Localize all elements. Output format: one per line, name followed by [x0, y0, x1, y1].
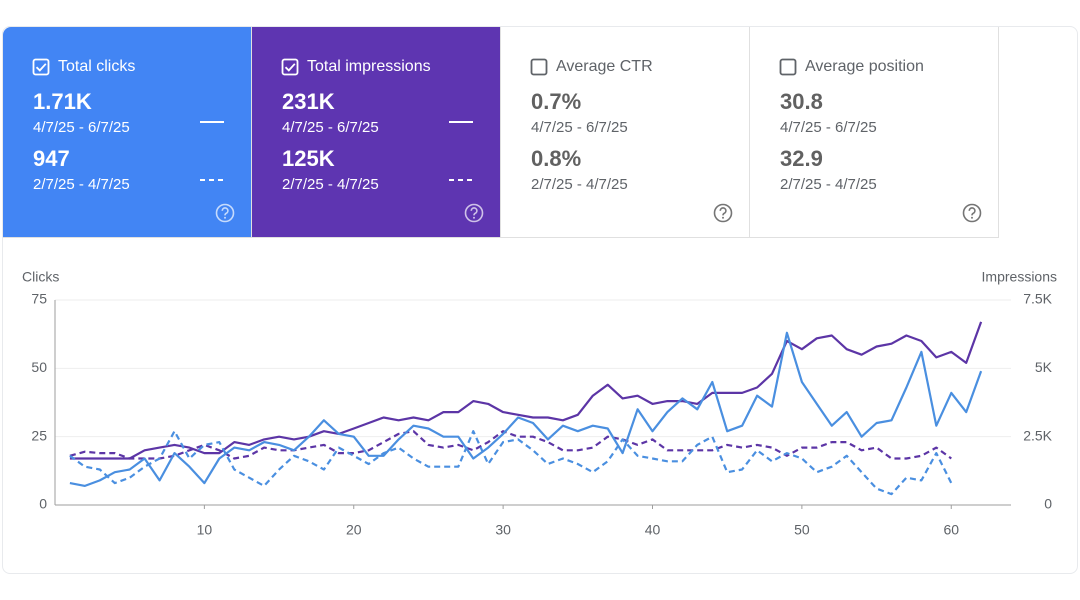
y-tick-label: 0 — [39, 496, 47, 512]
metric-card[interactable]: Average position 30.8 4/7/25 - 6/7/25 32.9 2… — [750, 27, 999, 238]
metric-dates: 2/7/25 - 4/7/25 — [33, 176, 130, 193]
help-icon[interactable] — [463, 202, 485, 224]
metric-label: Average position — [805, 58, 924, 75]
y2-tick-label: 5K — [1035, 359, 1053, 375]
checkbox[interactable] — [779, 58, 797, 76]
checkbox[interactable] — [530, 58, 548, 76]
metric-card[interactable]: Average CTR 0.7% 4/7/25 - 6/7/25 0.8% 2/7/25… — [501, 27, 750, 238]
checkmark — [35, 63, 47, 72]
checkbox-box — [32, 58, 50, 76]
x-tick-label: 30 — [495, 522, 511, 538]
metric-value: 125K — [282, 146, 335, 171]
panel-frame — [2, 26, 1078, 574]
help-circle — [215, 203, 235, 223]
checkmark — [284, 63, 296, 72]
x-tick-label: 40 — [645, 522, 661, 538]
y-axis-title: Clicks — [22, 269, 59, 285]
metric-dates: 2/7/25 - 4/7/25 — [531, 176, 628, 193]
metric-label: Total clicks — [58, 58, 136, 75]
checkbox-box — [779, 58, 797, 76]
y2-tick-label: 0 — [1044, 496, 1052, 512]
y2-tick-label: 7.5K — [1023, 291, 1052, 307]
y-tick-label: 50 — [31, 359, 47, 375]
help-mark — [968, 207, 976, 216]
line-style-icons — [200, 121, 224, 181]
x-tick-label: 50 — [794, 522, 810, 538]
help-mark — [470, 207, 478, 216]
x-tick-label: 60 — [943, 522, 959, 538]
help-dot — [224, 216, 226, 219]
metric-value: 32.9 — [780, 146, 823, 171]
help-icon[interactable] — [214, 202, 236, 224]
help-mark — [221, 207, 229, 216]
solid-line — [69, 331, 983, 487]
metric-dates: 4/7/25 - 6/7/25 — [282, 119, 379, 136]
help-mark — [719, 207, 727, 216]
solid-line — [69, 321, 983, 460]
y-tick-label: 25 — [31, 427, 47, 443]
metric-dates: 2/7/25 - 4/7/25 — [780, 176, 877, 193]
metric-value: 30.8 — [780, 89, 823, 114]
metric-value: 0.7% — [531, 89, 582, 114]
help-icon[interactable] — [712, 202, 734, 224]
metric-value: 0.8% — [531, 146, 582, 171]
metric-dates: 4/7/25 - 6/7/25 — [531, 119, 628, 136]
checkbox-box — [530, 58, 548, 76]
help-circle — [713, 203, 733, 223]
dashed-line — [69, 430, 952, 460]
metric-value: 1.71K — [33, 89, 92, 114]
help-dot — [971, 216, 973, 219]
metric-dates: 4/7/25 - 6/7/25 — [33, 119, 130, 136]
dashed-line — [69, 430, 953, 496]
metric-label: Average CTR — [556, 58, 653, 75]
help-icon[interactable] — [961, 202, 983, 224]
metric-label: Total impressions — [307, 58, 431, 75]
metric-dates: 2/7/25 - 4/7/25 — [282, 176, 379, 193]
metric-card[interactable]: Total clicks 1.71K 4/7/25 - 6/7/25 947 2/7/2… — [3, 27, 252, 238]
help-circle — [464, 203, 484, 223]
metric-value: 231K — [282, 89, 335, 114]
checkbox[interactable] — [32, 58, 50, 76]
help-dot — [473, 216, 475, 219]
metric-dates: 4/7/25 - 6/7/25 — [780, 119, 877, 136]
checkbox-box — [281, 58, 299, 76]
metric-card[interactable]: Total impressions 231K 4/7/25 - 6/7/25 125K… — [252, 27, 501, 238]
x-tick-label: 10 — [197, 522, 213, 538]
checkbox[interactable] — [281, 58, 299, 76]
help-dot — [722, 216, 724, 219]
help-circle — [962, 203, 982, 223]
y2-axis-title: Impressions — [982, 269, 1057, 285]
y2-tick-label: 2.5K — [1023, 427, 1052, 443]
line-style-icons — [449, 121, 473, 181]
y-tick-label: 75 — [31, 291, 47, 307]
x-tick-label: 20 — [346, 522, 362, 538]
metric-value: 947 — [33, 146, 70, 171]
